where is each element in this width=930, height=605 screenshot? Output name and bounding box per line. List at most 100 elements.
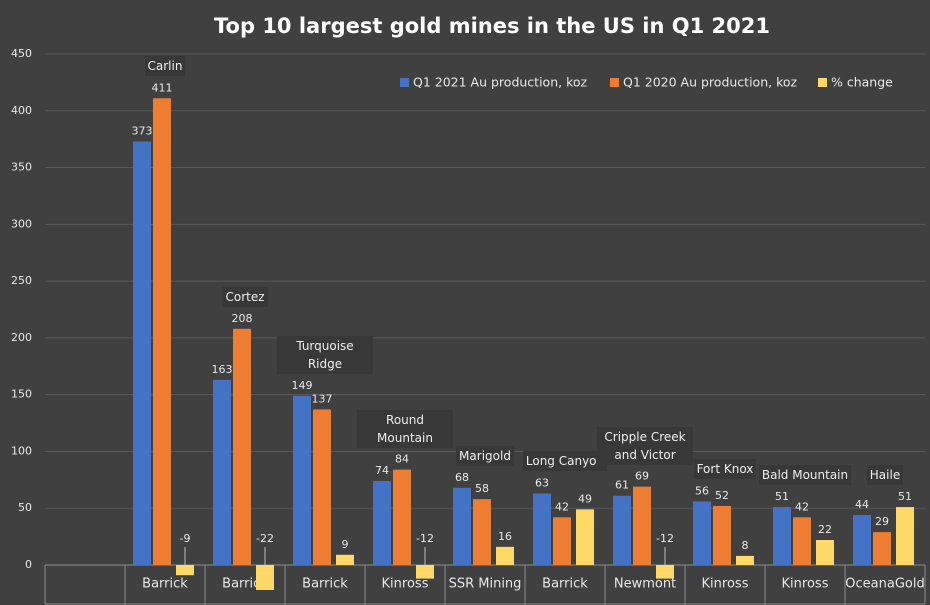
legend-swatch [400,78,409,87]
bar [496,546,514,565]
bar [553,517,571,565]
bar [693,501,711,565]
data-label: 69 [635,470,649,483]
bar [256,565,274,590]
y-tick-label: 100 [11,444,32,457]
mine-label-box: Marigold [437,426,533,466]
mine-name: Marigold [456,445,514,466]
data-label: -12 [656,532,674,545]
mine-label-box: Haile [837,445,930,486]
data-label: 44 [855,498,869,511]
mine-label: Marigold [437,426,533,466]
bar [773,507,791,565]
bar [896,507,914,565]
data-label: 29 [875,515,889,528]
data-label: 61 [615,479,629,492]
y-tick-label: 400 [11,104,32,117]
x-tick-label: Barrick [542,577,588,592]
mine-name: Long Canyon [522,451,608,472]
data-label: 84 [395,453,409,466]
data-label: 163 [212,363,233,376]
y-tick-label: 200 [11,331,32,344]
bar [393,469,411,565]
bar [373,480,391,565]
x-tick-label: Barrick [302,577,348,592]
bar [713,505,731,565]
mine-name: Haile [866,465,904,486]
bar [293,395,311,565]
y-tick-label: 300 [11,217,32,230]
bar [416,565,434,579]
data-label: 42 [795,500,809,513]
data-label: 49 [578,492,592,505]
mine-name: Cortez [222,286,268,307]
data-label: 411 [152,81,173,94]
y-tick-label: 150 [11,388,32,401]
x-tick-label: OceanaGold [845,577,924,592]
mine-label-box: Cortez [197,267,293,307]
mine-label: Cortez [197,267,293,307]
bar [633,486,651,565]
bar [176,565,194,576]
mine-name: Turquoise Ridge [277,335,373,374]
data-label: 373 [132,124,153,137]
bar [213,379,231,565]
mine-label: Haile [837,445,930,486]
bar [473,499,491,565]
mine-label-box: Round Mountain [357,409,453,448]
y-tick-label: 50 [18,501,32,514]
mine-label-box: Fort Knox [677,439,773,480]
data-label: 208 [232,312,253,325]
bar [153,98,171,565]
mine-name: Fort Knox [693,459,757,480]
mine-label-box: Cripple Creek and Victor [597,425,693,465]
data-label: 8 [742,539,749,552]
legend-label: % change [831,75,893,90]
mine-label: Cripple Creek and Victor [597,425,693,465]
bar [133,141,151,565]
mine-label-box: Long Canyon [517,431,613,472]
data-label: 149 [292,379,313,392]
mine-label: Long Canyon [517,431,613,472]
mine-label-box: Bald Mountain [757,445,853,486]
mine-label: Fort Knox [677,439,773,480]
bar [736,555,754,565]
bar [453,487,471,565]
data-label: 51 [775,490,789,503]
legend-label: Q1 2020 Au production, koz [623,75,798,90]
data-label: 74 [375,464,389,477]
data-label: 63 [535,476,549,489]
mine-name: Round Mountain [357,409,453,448]
bar [576,509,594,565]
x-tick-label: Kinross [782,577,829,592]
x-tick-label: Newmont [614,577,676,592]
data-label: 56 [695,484,709,497]
y-tick-label: 250 [11,274,32,287]
bar [613,495,631,565]
bar [233,328,251,565]
y-tick-label: 0 [25,558,32,571]
x-tick-label: Kinross [702,577,749,592]
data-label: 9 [342,538,349,551]
mine-name: Cripple Creek and Victor [597,426,693,465]
legend-swatch [610,78,619,87]
mine-label: Bald Mountain [757,445,853,486]
data-label: -22 [256,532,274,545]
bar [873,532,891,565]
bar [313,409,331,565]
mine-label-box: Turquoise Ridge [277,334,373,374]
mine-name: Bald Mountain [758,465,852,486]
chart-title: Top 10 largest gold mines in the US in Q… [214,14,770,38]
mine-name: Carlin [144,56,186,77]
data-label: 68 [455,471,469,484]
legend-label: Q1 2021 Au production, koz [413,75,588,90]
bar [656,565,674,579]
x-tick-label: Kinross [382,577,429,592]
bar [853,515,871,565]
legend-swatch [818,78,827,87]
data-label: 51 [898,490,912,503]
y-tick-label: 350 [11,161,32,174]
mine-label: Turquoise Ridge [277,334,373,374]
data-label: 137 [312,392,333,405]
